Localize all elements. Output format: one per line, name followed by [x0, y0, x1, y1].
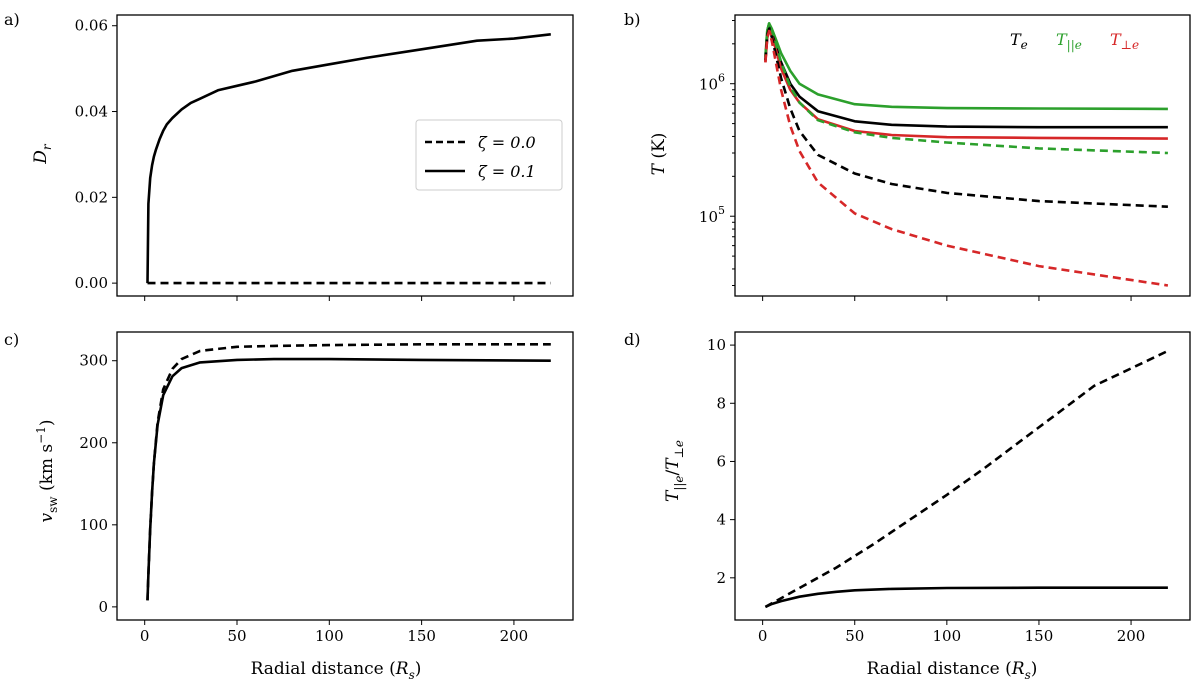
legend-box: [415, 119, 563, 191]
panel-b: b) T (K) 105 106 Te T||e T⊥e: [624, 10, 1191, 301]
panel-d-plot-area: 0 50 100 150 200 2 4 6 8 10: [707, 331, 1191, 645]
panel-d-label: d): [624, 330, 640, 349]
legend: ζ = 0.0 ζ = 0.1: [415, 119, 563, 191]
panel-b-series-2: [764, 28, 1168, 140]
panel-c-ytick-label: 200: [79, 434, 108, 452]
legend-temperature: Te T||e T⊥e: [1010, 30, 1139, 52]
panel-d-ytick-label: 8: [716, 394, 726, 412]
panel-d-series-0: [764, 349, 1169, 609]
panel-b-series-3: [764, 22, 1168, 155]
legend-label-te: Te: [1010, 30, 1028, 52]
panel-b-series-4: [764, 27, 1168, 208]
panel-a-series-1: [146, 33, 551, 284]
panel-a-frame: [116, 14, 574, 297]
legend-label-t-parallel: T||e: [1056, 30, 1082, 52]
panel-b-plot-area: 105 106: [699, 14, 1191, 301]
panel-c-ytick-label: 100: [79, 516, 108, 534]
panel-b-ytick-label: 105: [699, 204, 725, 226]
panel-d-frame: [734, 331, 1191, 621]
panel-b-ytick-label: 106: [699, 72, 725, 94]
panel-c-label: c): [4, 330, 19, 349]
panel-d-xtick-label: 200: [1117, 627, 1146, 645]
panel-d-ytick-label: 4: [716, 511, 726, 529]
panel-b-series-5: [764, 29, 1169, 287]
panel-b-ylabel: T (K): [649, 133, 669, 176]
panel-d-ytick-label: 10: [707, 336, 726, 354]
panel-d-ytick-label: 2: [716, 569, 726, 587]
panel-c-plot-area: 0 50 100 150 200 0 100 200 300: [79, 331, 574, 645]
panel-d: d) T||e/T⊥e Radial distance (Rs) 0 50 100 1…: [624, 330, 1191, 682]
legend-label-zeta-01: ζ = 0.1: [478, 162, 536, 181]
panel-a-ytick-label: 0.00: [75, 274, 108, 292]
panel-c: c) vsw (km s−1) Radial distance (Rs) 0 50…: [4, 330, 574, 682]
panel-a-ytick-label: 0.06: [75, 17, 108, 35]
panel-d-ylabel: T||e/T⊥e: [663, 440, 686, 502]
panel-d-xtick-label: 150: [1025, 627, 1054, 645]
panel-c-xtick-label: 200: [500, 627, 529, 645]
panel-d-series-1: [764, 586, 1168, 609]
panel-c-frame: [116, 331, 574, 621]
legend-label-zeta-0: ζ = 0.0: [478, 133, 536, 152]
panel-c-xtick-label: 150: [407, 627, 436, 645]
panel-b-frame: [734, 14, 1191, 297]
panel-c-xlabel: Radial distance (Rs): [251, 659, 422, 682]
panel-a-ylabel: Dr: [31, 143, 54, 165]
panel-d-xtick-label: 100: [933, 627, 962, 645]
panel-a-ytick-label: 0.04: [75, 103, 108, 121]
panel-b-series-1: [764, 26, 1168, 129]
panel-a-label: a): [4, 10, 20, 29]
panel-d-xtick-label: 0: [758, 627, 768, 645]
panel-c-series-0: [146, 342, 551, 601]
panel-d-ytick-label: 6: [716, 452, 726, 470]
panel-b-series-0: [764, 22, 1168, 111]
legend-label-t-perp: T⊥e: [1110, 30, 1139, 52]
panel-c-ytick-label: 300: [79, 352, 108, 370]
panel-d-xlabel: Radial distance (Rs): [867, 659, 1038, 682]
panel-a-ytick-label: 0.02: [75, 188, 108, 206]
panel-b-label: b): [624, 10, 640, 29]
panel-c-xtick-label: 100: [315, 627, 344, 645]
panel-c-ylabel: vsw (km s−1): [34, 420, 60, 523]
panel-d-xtick-label: 50: [845, 627, 864, 645]
panel-a-plot-area: 0.00 0.02 0.04 0.06: [75, 14, 574, 301]
panel-c-xtick-label: 50: [227, 627, 246, 645]
panel-c-xtick-label: 0: [140, 627, 150, 645]
panel-c-ytick-label: 0: [98, 598, 108, 616]
panel-c-series-1: [146, 357, 551, 601]
panel-a: a) Dr 0.00 0.02 0.04 0.06 ζ = 0.0 ζ = 0.1: [4, 10, 574, 301]
